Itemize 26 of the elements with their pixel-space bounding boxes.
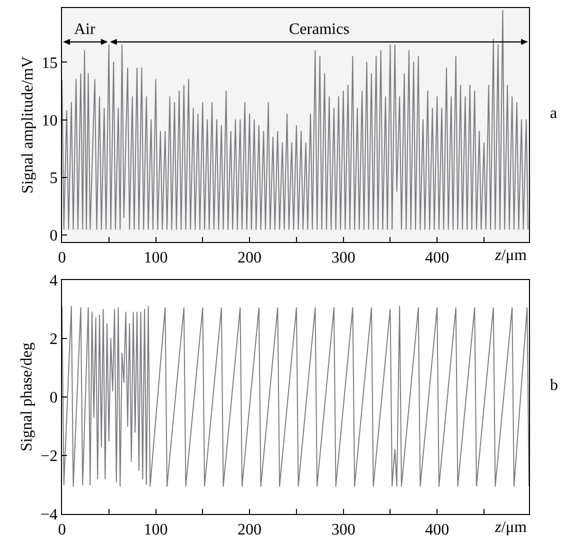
text: a — [550, 105, 558, 122]
x-axis-title: z/μm — [494, 519, 528, 536]
y-tick-label: 0 — [50, 228, 58, 245]
y-tick-label: −2 — [40, 448, 58, 466]
y-tick-label: 15 — [42, 54, 58, 72]
y-axis-title: Signal phase/deg — [18, 342, 36, 452]
x-tick-label: 400 — [425, 249, 450, 266]
y-axis-title: Signal amplitude/mV — [20, 56, 37, 194]
x-tick-label: 200 — [238, 521, 262, 538]
x-tick-label: 100 — [144, 521, 168, 538]
y-tick-label: 10 — [42, 112, 58, 130]
y-tick-label: 5 — [50, 170, 58, 188]
y-tick-label: 0 — [50, 390, 58, 407]
line-series — [62, 306, 529, 487]
x-tick-label: 100 — [144, 249, 168, 266]
x-tick-label: 400 — [425, 521, 450, 538]
x-tick-label: 300 — [331, 249, 356, 266]
y-tick-label: −4 — [40, 506, 58, 524]
x-tick-label: 300 — [331, 521, 356, 538]
band-label: Ceramics — [289, 21, 350, 38]
y-tick-label: 4 — [50, 272, 58, 290]
y-tick-label: 2 — [50, 331, 58, 348]
x-tick-label: 200 — [238, 249, 262, 266]
band-label: Air — [74, 21, 96, 38]
x-axis-title: z/μm — [494, 247, 528, 264]
text: b — [550, 377, 558, 394]
